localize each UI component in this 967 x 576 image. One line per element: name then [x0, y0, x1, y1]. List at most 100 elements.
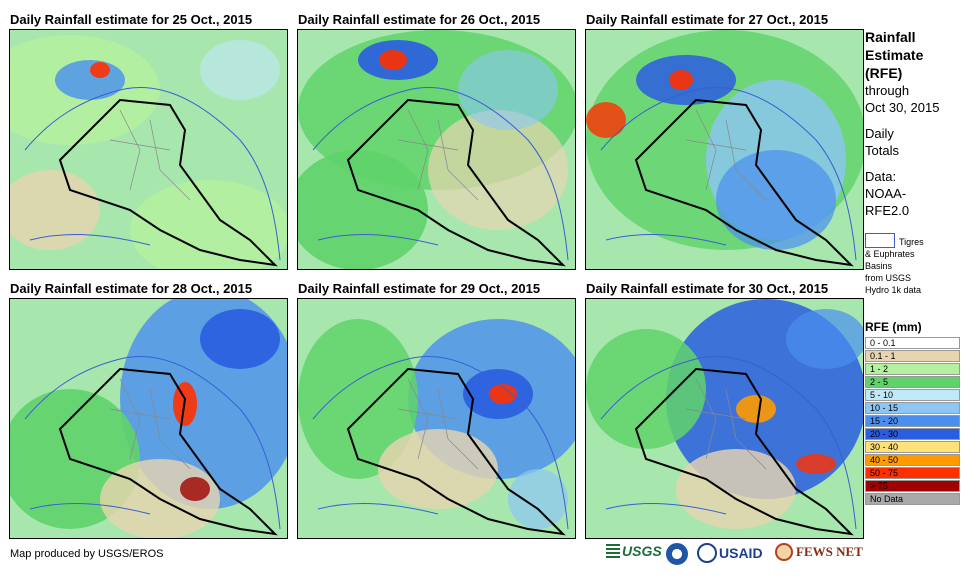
- legend-item: 0 - 0.1: [865, 337, 960, 350]
- map-credit: Map produced by USGS/EROS: [10, 548, 164, 560]
- rain-area: [200, 40, 280, 100]
- side-title-line2: Estimate: [865, 47, 924, 63]
- rain-area: [716, 150, 836, 250]
- side-data-line2: NOAA-: [865, 186, 907, 201]
- legend-title: RFE (mm): [865, 320, 922, 334]
- basin-legend-text: Tigres & Euphrates Basins from USGS Hydr…: [865, 236, 955, 296]
- legend-label: 40 - 50: [870, 455, 899, 465]
- rain-area: [736, 395, 776, 423]
- legend-item: 2 - 5: [865, 376, 960, 389]
- legend-swatch: [865, 441, 960, 453]
- legend-swatch: [865, 480, 960, 492]
- province-boundary: [685, 378, 767, 470]
- rainfall-map-25: [10, 30, 287, 269]
- side-daily-line1: Daily: [865, 126, 894, 141]
- legend-item: 30 - 40: [865, 441, 960, 454]
- country-border: [634, 367, 854, 536]
- map-panel-26: [297, 29, 576, 270]
- panel-title-25: Daily Rainfall estimate for 25 Oct., 201…: [10, 12, 253, 27]
- legend-label: > 75: [870, 481, 888, 491]
- basin-outline: [312, 355, 569, 530]
- rain-area: [669, 70, 693, 90]
- legend-label: 0 - 0.1: [870, 338, 896, 348]
- map-panel-30: [585, 298, 864, 539]
- legend-label: 2 - 5: [870, 377, 889, 387]
- legend-label: 1 - 2: [870, 364, 889, 374]
- side-daily-line2: Totals: [865, 143, 899, 158]
- rain-area: [796, 454, 836, 474]
- legend-item: 1 - 2: [865, 363, 960, 376]
- rain-area: [200, 309, 280, 369]
- noaa-emblem-icon: [666, 543, 688, 565]
- province-boundary: [109, 378, 191, 470]
- legend-swatch: [865, 454, 960, 466]
- rain-area: [378, 429, 498, 509]
- fewsnet-logo-text: FEWS NET: [796, 544, 863, 559]
- legend-item: 10 - 15: [865, 402, 960, 415]
- province-boundary: [685, 109, 767, 201]
- legend-swatch: [865, 493, 960, 505]
- side-info: Rainfall Estimate (RFE) through Oct 30, …: [865, 28, 939, 219]
- rain-area: [90, 62, 110, 78]
- legend-swatch: [865, 363, 960, 375]
- side-through: through: [865, 83, 910, 98]
- side-title-line3: (RFE): [865, 65, 903, 81]
- legend-swatch: [865, 337, 960, 349]
- legend-label: 20 - 30: [870, 429, 899, 439]
- rain-area: [586, 329, 706, 449]
- panel-title-28: Daily Rainfall estimate for 28 Oct., 201…: [10, 281, 253, 296]
- usaid-logo: USAID: [697, 543, 763, 563]
- side-date: Oct 30, 2015: [865, 100, 940, 115]
- province-boundary: [109, 109, 191, 201]
- basin-outline: [24, 355, 281, 530]
- basin-outline: [24, 86, 281, 261]
- usgs-wave-icon: [606, 544, 620, 558]
- rainfall-map-26: [298, 30, 575, 269]
- rain-area: [298, 319, 418, 479]
- rainfall-map-27: [586, 30, 863, 269]
- noaa-logo: [666, 543, 688, 565]
- rainfall-map-30: [586, 299, 863, 538]
- legend-label: 15 - 20: [870, 416, 899, 426]
- rain-area: [489, 384, 517, 404]
- rain-area: [10, 170, 100, 250]
- usgs-logo: USGS: [606, 543, 662, 559]
- legend-swatch: [865, 415, 960, 427]
- legend-item: 20 - 30: [865, 428, 960, 441]
- panel-title-27: Daily Rainfall estimate for 27 Oct., 201…: [586, 12, 829, 27]
- rain-area: [458, 50, 558, 130]
- basin-line1: Tigres: [899, 237, 924, 247]
- legend-label: 50 - 75: [870, 468, 899, 478]
- usgs-logo-text: USGS: [622, 543, 662, 559]
- basin-outline: [312, 86, 569, 261]
- legend-swatch: [865, 402, 960, 414]
- legend-label: 5 - 10: [870, 390, 894, 400]
- rfe-legend: 0 - 0.1 0.1 - 1 1 - 2 2 - 5 5 - 10 10 - 15 15 …: [865, 337, 960, 506]
- legend-swatch: [865, 428, 960, 440]
- basin-line3: Basins: [865, 261, 893, 271]
- country-border: [58, 98, 278, 267]
- province-boundary: [397, 109, 479, 201]
- country-border: [346, 98, 566, 267]
- fewsnet-logo: FEWS NET: [775, 543, 863, 561]
- rain-area: [130, 180, 287, 269]
- usaid-seal-icon: [697, 543, 717, 563]
- legend-label: 0.1 - 1: [870, 351, 896, 361]
- map-panel-28: [9, 298, 288, 539]
- basin-legend-swatch: [865, 233, 895, 248]
- basin-line2: & Euphrates: [865, 249, 915, 259]
- rain-area: [586, 102, 626, 138]
- legend-item: No Data: [865, 493, 960, 506]
- rainfall-map-28: [10, 299, 287, 538]
- legend-item: 40 - 50: [865, 454, 960, 467]
- side-data-line3: RFE2.0: [865, 203, 910, 218]
- rain-area: [298, 150, 428, 269]
- panel-title-29: Daily Rainfall estimate for 29 Oct., 201…: [298, 281, 541, 296]
- legend-swatch: [865, 350, 960, 362]
- legend-label: No Data: [870, 494, 904, 504]
- rain-area: [55, 60, 125, 100]
- map-panel-27: [585, 29, 864, 270]
- panel-title-30: Daily Rainfall estimate for 30 Oct., 201…: [586, 281, 829, 296]
- province-boundary: [397, 378, 479, 470]
- rain-area: [428, 110, 568, 230]
